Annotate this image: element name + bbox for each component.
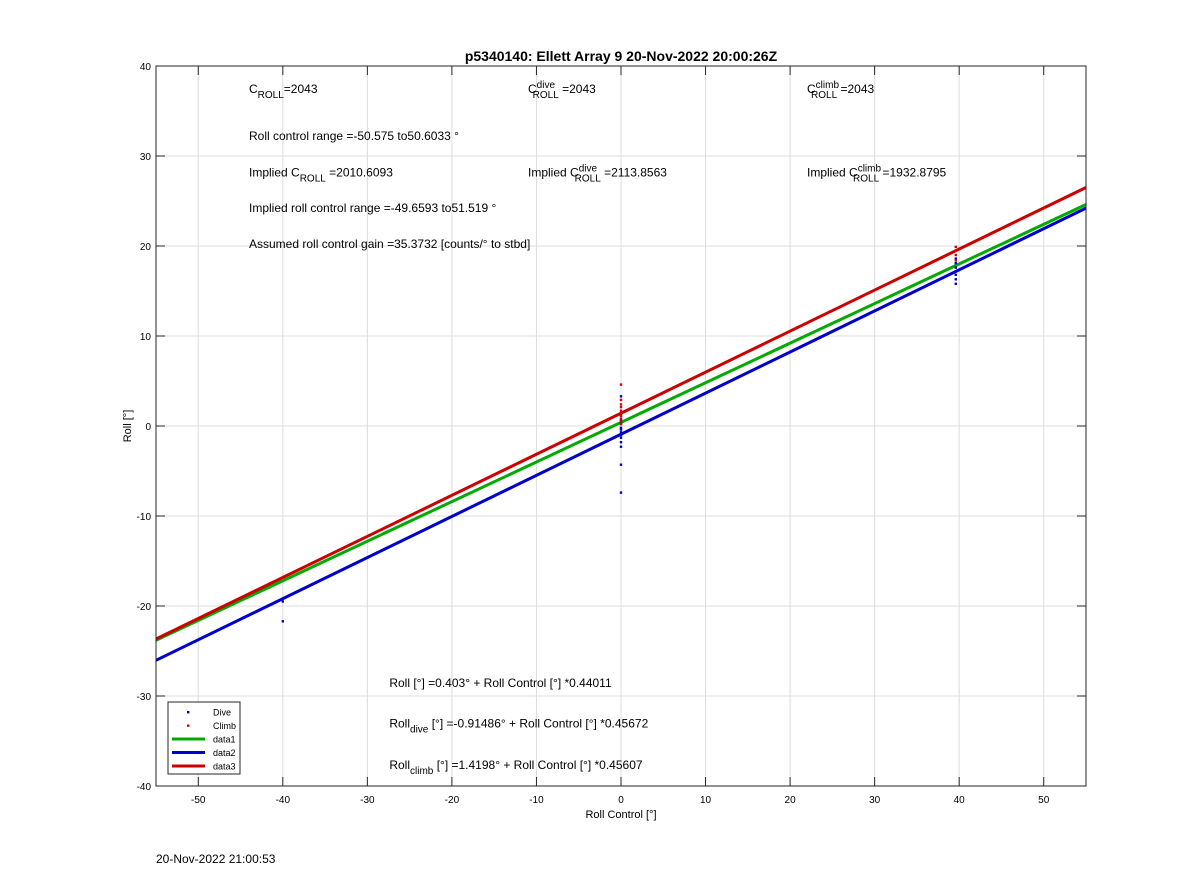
legend-label-data2: data2 [213, 748, 236, 758]
climb-point [619, 409, 623, 412]
y-tick-label: 10 [140, 332, 152, 343]
climb-point [954, 245, 957, 249]
axes-box [155, 65, 1087, 787]
x-axis-label: Roll Control [°] [585, 809, 656, 821]
legend-label-data3: data3 [213, 762, 236, 772]
dive-point [619, 431, 623, 434]
dive-point [954, 270, 957, 273]
dive-point [954, 273, 957, 276]
annotation-c-roll-dive: Cdive ROLL =2043 [528, 80, 596, 101]
x-tick-label: -10 [529, 795, 544, 806]
x-tick-label: -40 [276, 795, 291, 806]
dive-point [619, 491, 623, 494]
annotation-implied-range: Implied roll control range =-49.6593 to5… [249, 201, 496, 215]
climb-point [954, 249, 957, 252]
dive-point [281, 620, 285, 623]
y-tick-label: 30 [140, 152, 152, 163]
dive-point [619, 441, 623, 444]
annotation-gain: Assumed roll control gain =35.3732 [coun… [249, 237, 530, 251]
legend-marker-dive [187, 711, 190, 714]
x-tick-label: -20 [445, 795, 460, 806]
footer-timestamp: 20-Nov-2022 21:00:53 [156, 852, 276, 866]
annotation-fit-climb: Rollclimb [°] =1.4198° + Roll Control [°… [389, 758, 643, 777]
dive-point [954, 266, 957, 269]
dive-point [619, 445, 623, 448]
dive-point [954, 278, 957, 281]
dive-point [954, 257, 957, 260]
y-tick-label: 0 [145, 422, 151, 433]
y-tick-label: -10 [137, 512, 152, 523]
x-tick-label: 0 [618, 795, 624, 806]
dive-point [619, 428, 623, 431]
dive-point [954, 261, 957, 265]
climb-point [619, 417, 623, 420]
y-tick-label: 40 [140, 62, 152, 73]
legend: Dive Climb data1 data2 data3 [167, 701, 241, 775]
legend-label-dive: Dive [213, 708, 231, 718]
climb-point [619, 412, 623, 415]
annotation-implied-c-roll: Implied CROLL =2010.6093 [249, 166, 393, 185]
dive-point [619, 463, 623, 466]
dive-point [619, 395, 623, 398]
dive-point [619, 433, 623, 437]
climb-point [619, 403, 623, 406]
y-axis-label: Roll [°] [122, 410, 134, 443]
chart-title: p5340140: Ellett Array 9 20-Nov-2022 20:… [465, 48, 778, 64]
y-tick-label: -30 [137, 692, 152, 703]
climb-point [619, 405, 623, 409]
annotation-c-roll-climb: Cclimb ROLL =2043 [807, 80, 875, 101]
legend-marker-climb [187, 724, 190, 727]
legend-label-data1: data1 [213, 735, 236, 745]
climb-point [619, 414, 623, 418]
y-tick-label: 20 [140, 242, 152, 253]
climb-point [619, 420, 623, 423]
climb-point [619, 383, 623, 386]
annotation-implied-c-roll-climb: Implied Cclimb ROLL =1932.8795 [807, 164, 947, 185]
x-tick-label: 30 [869, 795, 881, 806]
x-tick-label: 20 [785, 795, 797, 806]
x-tick-label: 50 [1038, 795, 1050, 806]
annotation-implied-c-roll-dive: Implied Cdive ROLL =2113.8563 [528, 164, 667, 185]
data-points [281, 245, 957, 623]
dive-point [619, 426, 623, 429]
x-tick-label: 10 [700, 795, 712, 806]
x-tick-label: -30 [360, 795, 375, 806]
axis-ticks: -50 -40 -30 -20 -10 0 10 20 30 40 50 -40 -30 -20 -10 0 1… [137, 62, 1086, 806]
climb-point [954, 253, 957, 257]
climb-point [619, 398, 623, 402]
y-tick-label: -40 [137, 782, 152, 793]
annotation-fit-all: Roll [°] =0.403° + Roll Control [°] *0.4… [389, 676, 612, 690]
x-tick-label: 40 [954, 795, 966, 806]
dive-point [281, 600, 285, 603]
annotation-c-roll: CROLL=2043 [249, 82, 318, 101]
legend-label-climb: Climb [213, 721, 236, 731]
climb-point [954, 259, 957, 262]
annotations: CROLL=2043 Cdive ROLL =2043 Cclimb ROLL =204… [249, 80, 947, 777]
x-tick-label: -50 [191, 795, 206, 806]
climb-point [619, 423, 623, 426]
dive-point [619, 436, 623, 439]
dive-point [954, 282, 957, 285]
annotation-roll-control-range: Roll control range =-50.575 to50.6033 ° [249, 129, 459, 143]
annotation-fit-dive: Rolldive [°] =-0.91486° + Roll Control [… [389, 717, 648, 736]
y-tick-label: -20 [137, 602, 152, 613]
